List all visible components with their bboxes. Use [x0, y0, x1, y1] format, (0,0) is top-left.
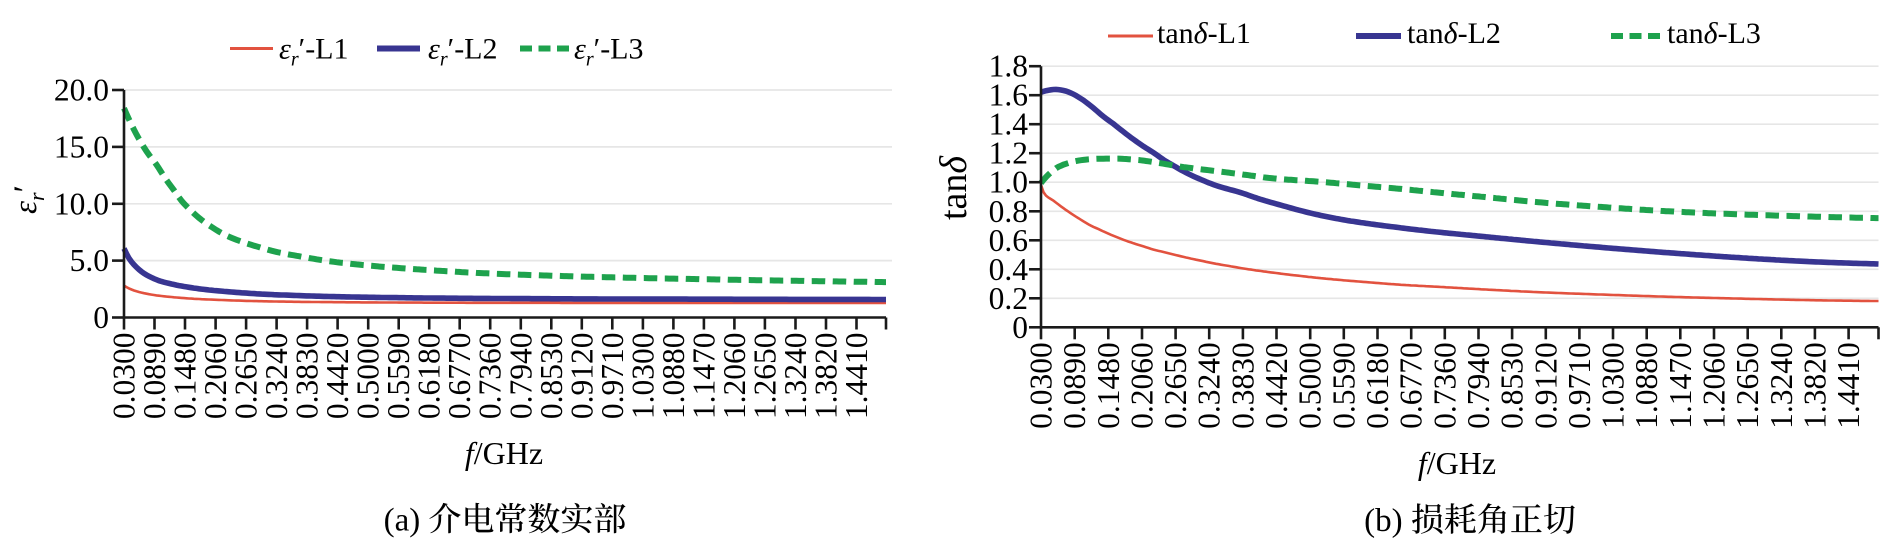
svg-text:0.6: 0.6	[989, 223, 1028, 258]
svg-text:0.0300: 0.0300	[107, 333, 142, 420]
svg-text:0.9120: 0.9120	[1528, 342, 1563, 429]
svg-text:0.2650: 0.2650	[229, 333, 264, 420]
svg-text:εr′-L2: εr′-L2	[428, 33, 498, 71]
svg-text:1.4: 1.4	[989, 107, 1029, 142]
svg-text:1.4410: 1.4410	[839, 333, 874, 420]
svg-text:0.5590: 0.5590	[381, 333, 416, 420]
svg-text:0.6180: 0.6180	[412, 333, 447, 420]
svg-text:1.0880: 1.0880	[656, 333, 691, 420]
svg-text:0.7940: 0.7940	[503, 333, 538, 420]
svg-text:1.8: 1.8	[989, 49, 1028, 84]
svg-text:0.7360: 0.7360	[473, 333, 508, 420]
svg-text:0.6180: 0.6180	[1360, 342, 1395, 429]
svg-text:0: 0	[1012, 310, 1028, 345]
svg-text:0.0890: 0.0890	[137, 333, 172, 420]
svg-text:1.1470: 1.1470	[1663, 342, 1698, 429]
svg-text:0.1480: 0.1480	[1091, 342, 1126, 429]
svg-text:εr′: εr′	[8, 185, 49, 214]
svg-text:0.9120: 0.9120	[564, 333, 599, 420]
svg-text:0.3240: 0.3240	[1192, 342, 1227, 429]
svg-text:15.0: 15.0	[54, 129, 109, 164]
svg-text:0.6770: 0.6770	[442, 333, 477, 420]
svg-text:1.0880: 1.0880	[1629, 342, 1664, 429]
svg-text:(b): (b)	[1364, 503, 1402, 539]
svg-text:1.3820: 1.3820	[1797, 342, 1832, 429]
svg-text:0.4: 0.4	[989, 252, 1029, 287]
svg-text:1.2650: 1.2650	[1730, 342, 1765, 429]
svg-text:1.4410: 1.4410	[1831, 342, 1866, 429]
svg-text:tanδ-L3: tanδ-L3	[1667, 17, 1761, 50]
svg-text:1.3240: 1.3240	[1764, 342, 1799, 429]
svg-text:1.2060: 1.2060	[1697, 342, 1732, 429]
svg-text:0.2060: 0.2060	[1125, 342, 1160, 429]
svg-text:0.4420: 0.4420	[320, 333, 355, 420]
svg-text:0.3240: 0.3240	[259, 333, 294, 420]
svg-text:0.2: 0.2	[989, 281, 1028, 316]
svg-text:0: 0	[93, 300, 109, 335]
svg-text:0.8530: 0.8530	[1495, 342, 1530, 429]
svg-text:5.0: 5.0	[70, 243, 109, 278]
svg-text:1.0300: 1.0300	[1596, 342, 1631, 429]
svg-text:0.6770: 0.6770	[1394, 342, 1429, 429]
svg-text:1.2650: 1.2650	[747, 333, 782, 420]
svg-text:1.6: 1.6	[989, 78, 1028, 113]
svg-text:1.3820: 1.3820	[809, 333, 844, 420]
svg-text:0.5000: 0.5000	[1293, 342, 1328, 429]
svg-text:1.2060: 1.2060	[717, 333, 752, 420]
svg-text:0.2060: 0.2060	[198, 333, 233, 420]
svg-text:1.0: 1.0	[989, 165, 1028, 200]
svg-text:0.5590: 0.5590	[1326, 342, 1361, 429]
svg-text:0.1480: 0.1480	[168, 333, 203, 420]
svg-text:εr′-L3: εr′-L3	[574, 33, 644, 71]
svg-text:0.8530: 0.8530	[534, 333, 569, 420]
svg-text:0.7940: 0.7940	[1461, 342, 1496, 429]
svg-text:εr′-L1: εr′-L1	[279, 33, 349, 71]
svg-text:1.1470: 1.1470	[686, 333, 721, 420]
svg-text:1.3240: 1.3240	[778, 333, 813, 420]
svg-text:1.2: 1.2	[989, 136, 1028, 171]
svg-text:(a): (a)	[384, 503, 421, 539]
svg-text:0.2650: 0.2650	[1158, 342, 1193, 429]
svg-text:0.3830: 0.3830	[1225, 342, 1260, 429]
svg-text:20.0: 20.0	[54, 73, 109, 108]
svg-text:tanδ: tanδ	[933, 155, 975, 220]
svg-text:10.0: 10.0	[54, 186, 109, 221]
svg-text:0.0890: 0.0890	[1057, 342, 1092, 429]
svg-text:f/GHz: f/GHz	[465, 435, 543, 471]
svg-text:0.0300: 0.0300	[1024, 342, 1059, 429]
svg-text:tanδ-L2: tanδ-L2	[1407, 17, 1501, 50]
svg-text:0.4420: 0.4420	[1259, 342, 1294, 429]
svg-text:1.0300: 1.0300	[625, 333, 660, 420]
svg-text:0.8: 0.8	[989, 194, 1028, 229]
svg-text:f/GHz: f/GHz	[1418, 445, 1496, 481]
svg-text:0.3830: 0.3830	[290, 333, 325, 420]
svg-text:tanδ-L1: tanδ-L1	[1157, 17, 1251, 50]
svg-text:0.5000: 0.5000	[351, 333, 386, 420]
svg-text:0.9710: 0.9710	[1562, 342, 1597, 429]
svg-text:0.7360: 0.7360	[1427, 342, 1462, 429]
svg-text:0.9710: 0.9710	[595, 333, 630, 420]
